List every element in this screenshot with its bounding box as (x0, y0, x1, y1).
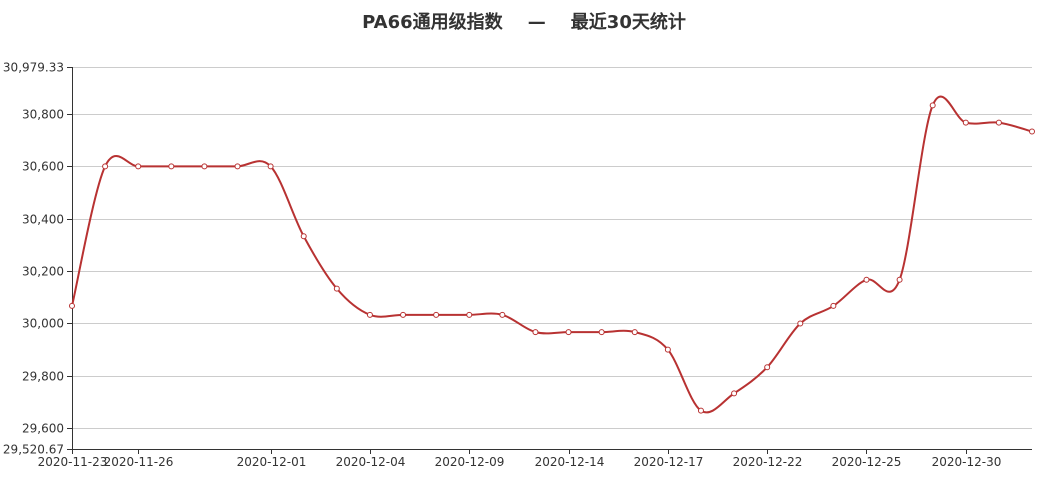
data-point[interactable] (300, 233, 307, 240)
data-point[interactable] (731, 390, 738, 397)
y-tick-label: 29,600 (22, 422, 64, 436)
x-tick-label: 2020-11-23 (38, 455, 108, 469)
data-point[interactable] (201, 163, 208, 170)
data-point[interactable] (433, 311, 440, 318)
data-point[interactable] (929, 102, 936, 109)
data-point[interactable] (532, 329, 539, 336)
y-tick-label: 29,520.67 (3, 443, 64, 457)
data-point[interactable] (499, 311, 506, 318)
data-point[interactable] (400, 311, 407, 318)
data-point[interactable] (631, 329, 638, 336)
y-tick-label: 30,400 (22, 213, 64, 227)
series (69, 95, 1035, 414)
data-point[interactable] (863, 276, 870, 283)
x-tick-label: 2020-12-25 (832, 455, 902, 469)
x-tick-label: 2020-11-26 (104, 455, 174, 469)
data-point[interactable] (565, 329, 572, 336)
x-tick-label: 2020-12-14 (535, 455, 605, 469)
axes: 30,979.33 30,800 30,600 30,400 30,200 30,000 2… (3, 61, 1032, 469)
data-point[interactable] (797, 320, 804, 327)
data-point[interactable] (333, 285, 340, 292)
data-point[interactable] (598, 329, 605, 336)
y-tick-label: 30,200 (22, 265, 64, 279)
gridlines (72, 67, 1032, 429)
chart-title: PA66通用级指数 — 最近30天统计 (362, 12, 686, 33)
x-tick-label: 2020-12-17 (634, 455, 704, 469)
x-tick-label: 2020-12-22 (733, 455, 803, 469)
y-tick-label: 29,800 (22, 370, 64, 384)
data-point[interactable] (466, 311, 473, 318)
data-point[interactable] (962, 119, 969, 126)
data-point[interactable] (69, 302, 75, 309)
y-tick-label: 30,000 (22, 317, 64, 331)
x-tick-label: 2020-12-09 (435, 455, 505, 469)
y-tick-label: 30,600 (22, 160, 64, 174)
data-point[interactable] (234, 163, 241, 170)
data-point[interactable] (896, 276, 903, 283)
x-tick-label: 2020-12-04 (336, 455, 406, 469)
data-point[interactable] (830, 302, 837, 309)
data-point[interactable] (697, 407, 704, 414)
x-tick-label: 2020-12-01 (237, 455, 307, 469)
data-point[interactable] (267, 163, 274, 170)
series-line (71, 95, 1033, 414)
data-point[interactable] (1029, 128, 1035, 135)
data-point[interactable] (764, 364, 771, 371)
data-point[interactable] (995, 119, 1002, 126)
y-tick-label: 30,800 (22, 108, 64, 122)
data-point[interactable] (135, 163, 142, 170)
data-point[interactable] (366, 311, 373, 318)
data-point[interactable] (664, 346, 671, 353)
y-tick-label: 30,979.33 (3, 61, 64, 75)
data-point[interactable] (102, 163, 109, 170)
x-tick-label: 2020-12-30 (932, 455, 1002, 469)
data-point[interactable] (168, 163, 175, 170)
